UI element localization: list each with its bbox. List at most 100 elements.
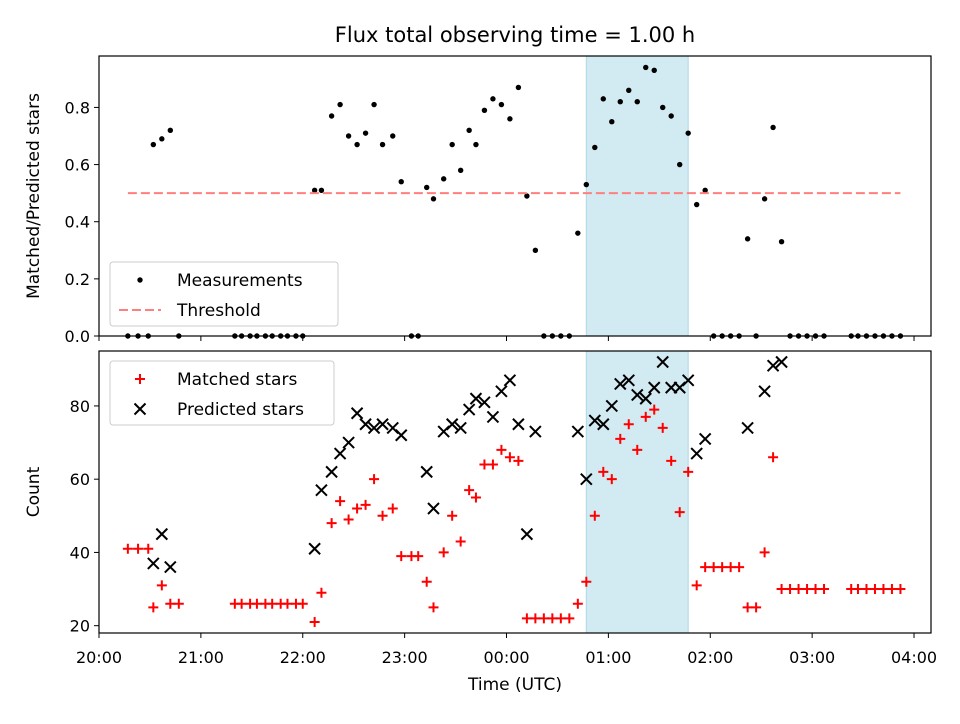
measurement-point (430, 196, 437, 202)
matched-point (267, 598, 278, 609)
ratio-y-axis-label: Matched/Predicted stars (24, 93, 44, 299)
predicted-point (741, 421, 754, 435)
legend-box (109, 261, 339, 327)
predicted-point (478, 396, 491, 409)
matched-point (335, 496, 346, 507)
predicted-point (639, 392, 652, 405)
predicted-point (758, 385, 771, 398)
measurement-point (345, 133, 352, 139)
legend-predicted-swatch (133, 402, 147, 416)
matched-point (691, 580, 702, 591)
matched-point (396, 551, 407, 562)
x-axis-label: Time (UTC) (467, 675, 562, 695)
x-tick-label: 03:00 (789, 648, 835, 667)
matched-point (455, 536, 466, 547)
ratio-y-tick-label: 0.8 (65, 98, 90, 117)
matched-point (326, 518, 337, 529)
predicted-point (766, 359, 780, 372)
measurement-point (592, 144, 598, 151)
measurement-point (685, 130, 691, 136)
matched-point (555, 613, 566, 624)
legend-measurement-swatch (137, 277, 143, 283)
ratio-y-tick-label: 0.2 (65, 270, 90, 289)
matched-point (751, 602, 762, 613)
predicted-point (656, 355, 669, 369)
predicted-point (155, 527, 169, 541)
measurement-point (507, 116, 513, 122)
count-legend: Matched stars Predicted stars (109, 360, 335, 426)
matched-point (589, 510, 600, 521)
predicted-point (631, 388, 644, 402)
predicted-point (367, 421, 381, 435)
predicted-point (580, 472, 593, 486)
measurement-point (702, 187, 708, 193)
matched-point (700, 562, 711, 573)
predicted-point (325, 465, 338, 479)
matched-point (309, 617, 320, 628)
count-shaded-interval (585, 350, 689, 634)
count-series-0 (122, 404, 906, 628)
predicted-point (395, 429, 408, 442)
matched-point (251, 598, 262, 609)
measurement-point (440, 176, 447, 182)
matched-point (387, 503, 398, 514)
measurement-point (167, 127, 174, 133)
matched-point (143, 543, 154, 554)
chart-title: Flux total observing time = 1.00 h (335, 23, 695, 47)
matched-point (530, 613, 541, 624)
ratio-y-tick-label: 0.6 (65, 156, 90, 175)
matched-point (776, 584, 787, 595)
matched-point (802, 584, 813, 595)
x-tick-label: 02:00 (687, 648, 733, 667)
predicted-point (462, 403, 476, 416)
measurement-point (532, 247, 539, 253)
measurement-point (337, 101, 343, 108)
predicted-point (376, 418, 389, 431)
matched-point (785, 584, 796, 595)
count-y-tick-label: 60 (70, 470, 90, 489)
ratio-axes-frame (98, 55, 932, 337)
measurement-point (481, 107, 488, 113)
matched-point (564, 613, 575, 624)
ratio-panel: 0.0 0.2 0.4 0.6 0.8 Matched/Predicted stars Me… (24, 55, 932, 346)
matched-point (742, 602, 753, 613)
measurement-point (524, 193, 530, 199)
measurement-point (583, 181, 590, 188)
matched-point (861, 584, 872, 595)
matched-point (547, 613, 558, 624)
measurement-point (677, 161, 683, 168)
matched-point (447, 510, 458, 521)
count-panel: 20 40 60 80 20:00 21:00 22:00 23:00 00:00 01:00 02… (24, 350, 937, 667)
ratio-legend: Measurements Threshold (109, 261, 339, 327)
predicted-point (605, 399, 618, 413)
measurement-point (490, 96, 496, 102)
count-y-tick-label: 20 (70, 617, 90, 636)
x-tick-label: 00:00 (483, 648, 529, 667)
matched-point (869, 584, 880, 595)
predicted-point (512, 418, 525, 431)
matched-point (649, 404, 660, 415)
matched-point (297, 598, 308, 609)
measurement-point (449, 141, 455, 148)
measurement-point (643, 64, 649, 71)
matched-point (717, 562, 728, 573)
matched-point (513, 455, 524, 466)
matched-point (343, 514, 354, 525)
matched-point (352, 503, 363, 514)
measurement-point (311, 187, 318, 193)
matched-point (133, 543, 144, 554)
predicted-point (445, 418, 459, 431)
measurement-point (498, 101, 505, 108)
measurement-point (626, 87, 632, 93)
measurement-point (693, 201, 700, 208)
predicted-point (486, 410, 500, 424)
measurement-point (473, 141, 479, 148)
measurement-point (354, 141, 360, 148)
measurement-point (318, 187, 325, 193)
matched-point (538, 613, 549, 624)
matched-point (768, 452, 779, 463)
matched-point (640, 411, 651, 422)
measurement-point (761, 196, 768, 202)
